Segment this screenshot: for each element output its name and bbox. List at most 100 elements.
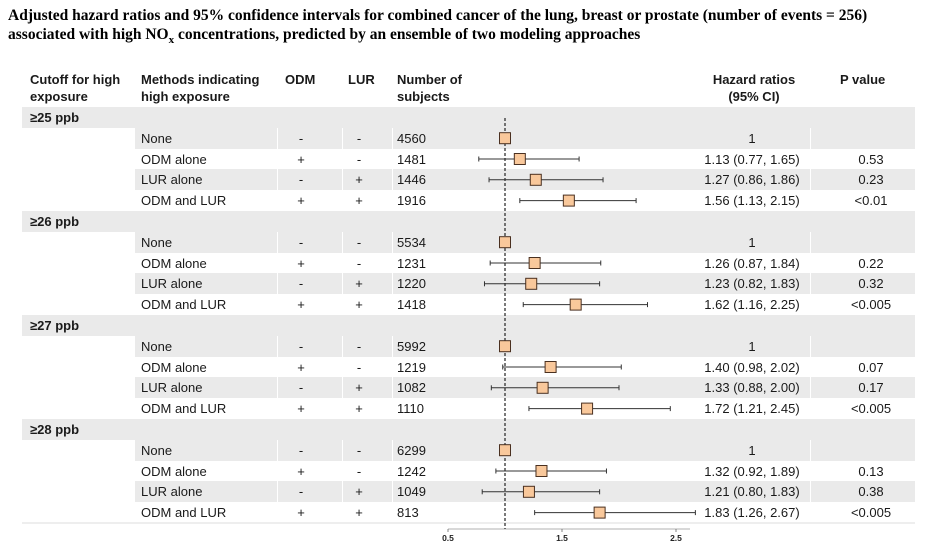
subjects-cell: 1242 [397, 463, 426, 479]
hazard-ratio-cell: 1.26 (0.87, 1.84) [704, 255, 800, 271]
hazard-ratio-marker [593, 506, 606, 519]
column-separator [392, 273, 393, 295]
method-cell: None [141, 338, 173, 354]
subjects-cell: 5534 [397, 234, 426, 250]
lur-cell: + [355, 276, 363, 292]
subjects-cell: 5992 [397, 338, 426, 354]
method-cell: ODM and LUR [141, 505, 227, 521]
lur-cell: - [356, 338, 362, 354]
method-cell: ODM alone [141, 463, 207, 479]
method-cell: None [141, 130, 173, 146]
subjects-cell: 1049 [397, 484, 426, 500]
group-row: ≥27 ppb [22, 315, 915, 336]
p-value-cell: <0.005 [850, 401, 892, 417]
column-separator [392, 231, 393, 253]
column-separator [392, 481, 393, 503]
group-row: ≥28 ppb [22, 419, 915, 440]
column-separator [277, 231, 278, 253]
subjects-cell: 1446 [397, 172, 426, 188]
table-row: ODM alone + - 1219 1.40 (0.98, 2.02) 0.07 [22, 357, 915, 378]
method-cell: ODM and LUR [141, 193, 227, 209]
p-value-cell: 0.32 [858, 276, 884, 292]
hazard-ratio-marker [569, 298, 582, 311]
header-hr-line1: Hazard ratios [712, 72, 796, 87]
title-line-2: associated with high NOx concentrations,… [8, 25, 920, 50]
hazard-ratio-marker [525, 277, 538, 290]
odm-cell: - [298, 130, 304, 146]
method-cell: LUR alone [141, 276, 203, 292]
odm-cell: + [297, 297, 305, 313]
title-line-1: Adjusted hazard ratios and 95% confidenc… [8, 7, 868, 24]
title-line-2-post: concentrations, predicted by an ensemble… [174, 26, 641, 43]
method-cell: None [141, 234, 173, 250]
hazard-ratio-cell: 1.62 (1.16, 2.25) [704, 297, 800, 313]
column-separator [342, 127, 343, 149]
column-separator [810, 335, 811, 357]
hazard-ratio-cell: 1.13 (0.77, 1.65) [704, 151, 800, 167]
lur-cell: - [356, 151, 362, 167]
lur-cell: + [355, 172, 363, 188]
lur-cell: + [355, 505, 363, 521]
column-separator [342, 335, 343, 357]
group-cutoff-label: ≥25 ppb [30, 110, 80, 125]
p-value-cell: <0.005 [850, 505, 892, 521]
column-separator [342, 231, 343, 253]
header-subjects: Number of subjects [397, 71, 462, 105]
table-row: ODM and LUR + +1916 1.56 (1.13, 2.15) <0.01 [22, 190, 915, 211]
hazard-ratio-cell: 1.27 (0.86, 1.86) [704, 172, 800, 188]
hazard-ratio-cell: 1.56 (1.13, 2.15) [704, 193, 800, 209]
column-separator [392, 335, 393, 357]
subjects-cell: 813 [397, 505, 419, 521]
hazard-ratio-marker [499, 132, 511, 145]
table-row: ODM and LUR + +813 1.83 (1.26, 2.67) <0.005 [22, 502, 915, 523]
lur-cell: + [355, 380, 363, 396]
method-cell: None [141, 442, 173, 458]
odm-cell: - [298, 172, 304, 188]
header-methods-line1: Methods indicating [141, 72, 260, 87]
odm-cell: + [297, 505, 305, 521]
odm-cell: + [297, 255, 305, 271]
subjects-cell: 6299 [397, 442, 426, 458]
column-separator [277, 127, 278, 149]
subjects-cell: 4560 [397, 130, 426, 146]
column-separator [810, 231, 811, 253]
column-separator [810, 273, 811, 295]
p-value-cell: 0.38 [858, 484, 884, 500]
subjects-cell: 1110 [397, 401, 424, 417]
p-value-cell: <0.01 [854, 193, 888, 209]
figure-title: Adjusted hazard ratios and 95% confidenc… [8, 6, 920, 50]
column-separator [810, 377, 811, 399]
table-row: ODM and LUR + +1418 1.62 (1.16, 2.25) <0.005 [22, 294, 915, 315]
odm-cell: - [298, 234, 304, 250]
subjects-cell: 1219 [397, 359, 426, 375]
hazard-ratio-marker [528, 257, 541, 269]
odm-cell: - [298, 484, 304, 500]
lur-cell: + [355, 401, 363, 417]
odm-cell: - [298, 338, 304, 354]
subjects-cell: 1220 [397, 276, 426, 292]
hazard-ratio-cell: 1 [748, 130, 756, 146]
hazard-ratio-marker [513, 153, 526, 165]
column-separator [342, 169, 343, 191]
group-cutoff-label: ≥26 ppb [30, 214, 80, 229]
subjects-cell: 1231 [397, 255, 426, 271]
method-cell: ODM alone [141, 255, 207, 271]
column-separator [342, 273, 343, 295]
subjects-cell: 1082 [397, 380, 426, 396]
header-cutoff-line2: exposure [30, 89, 88, 104]
table-row: None - - 5992 1 [22, 335, 915, 357]
lur-cell: + [355, 297, 363, 313]
method-cell: ODM alone [141, 151, 207, 167]
odm-cell: - [298, 380, 304, 396]
p-value-cell: 0.22 [858, 255, 884, 271]
header-hazard-ratios: Hazard ratios (95% CI) [700, 71, 808, 105]
method-cell: LUR alone [141, 484, 203, 500]
hazard-ratio-marker [544, 361, 557, 373]
p-value-cell: 0.17 [858, 380, 884, 396]
hazard-ratio-marker [499, 236, 511, 249]
column-separator [342, 439, 343, 461]
odm-cell: + [297, 193, 305, 209]
method-cell: LUR alone [141, 172, 203, 188]
hazard-ratio-marker [499, 444, 511, 457]
